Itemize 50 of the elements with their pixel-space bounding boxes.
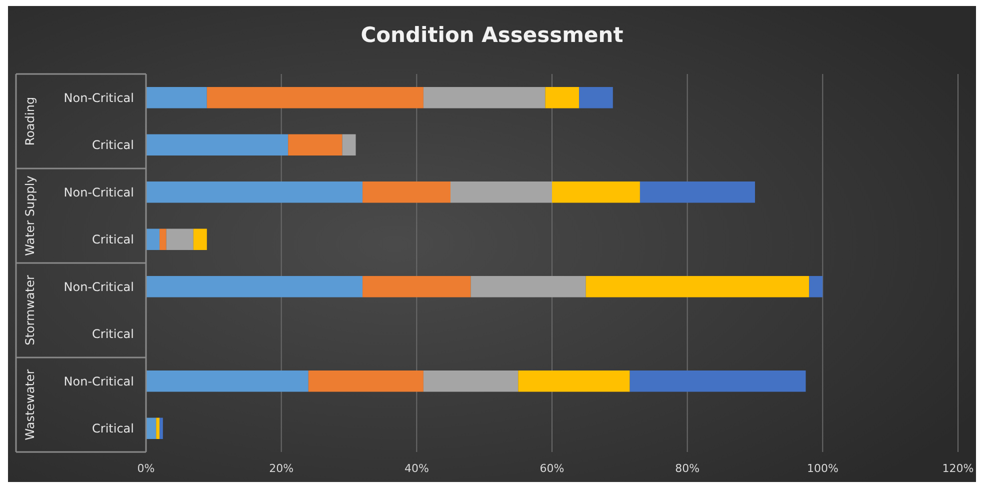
bar: [640, 181, 755, 203]
text: Roading: [23, 96, 38, 146]
bar: [146, 418, 156, 440]
bar: [362, 276, 471, 298]
bar: [809, 276, 823, 298]
bar: [630, 370, 806, 392]
bar: [288, 134, 342, 156]
bar: [156, 418, 160, 440]
y-tick-label: Critical: [92, 422, 134, 436]
bar: [342, 134, 356, 156]
x-tick-label: 100%: [806, 462, 838, 475]
bar: [470, 276, 586, 298]
bar: [579, 86, 613, 108]
y-tick-label: Non-Critical: [64, 280, 134, 294]
bar: [146, 370, 308, 392]
y-tick-label: Critical: [92, 327, 134, 342]
bar: [518, 370, 630, 392]
text: Water Supply: [23, 176, 38, 256]
bar: [552, 181, 640, 203]
bar: [423, 370, 518, 392]
bar: [450, 181, 552, 203]
x-tick-label: 0%: [137, 462, 155, 475]
bar: [166, 228, 194, 250]
y-tick-label: Non-Critical: [64, 374, 134, 388]
bar: [146, 134, 288, 156]
bar: [362, 181, 450, 203]
bar: [545, 86, 580, 108]
x-tick-label: 120%: [942, 462, 974, 475]
y-tick-label: Critical: [92, 138, 134, 152]
chart-title: Condition Assessment: [360, 23, 624, 47]
bar: [586, 276, 810, 298]
text: Wastewater: [23, 369, 38, 440]
bar: [193, 228, 207, 250]
bar: [146, 228, 160, 250]
bar: [206, 86, 424, 108]
bar: [160, 228, 166, 250]
y-tick-label: Non-Critical: [64, 90, 134, 105]
y-tick-label: Critical: [92, 232, 134, 247]
bar: [146, 276, 363, 298]
text: Stormwater: [23, 275, 38, 346]
x-tick-label: 20%: [269, 462, 294, 475]
x-tick-label: 80%: [675, 462, 700, 475]
bar: [308, 370, 424, 392]
y-tick-label: Non-Critical: [64, 185, 134, 200]
bar: [146, 181, 363, 203]
x-tick-label: 40%: [404, 462, 429, 475]
x-tick-label: 60%: [540, 462, 564, 475]
bar: [146, 86, 207, 108]
bar: [423, 86, 546, 108]
bar: [160, 418, 163, 440]
